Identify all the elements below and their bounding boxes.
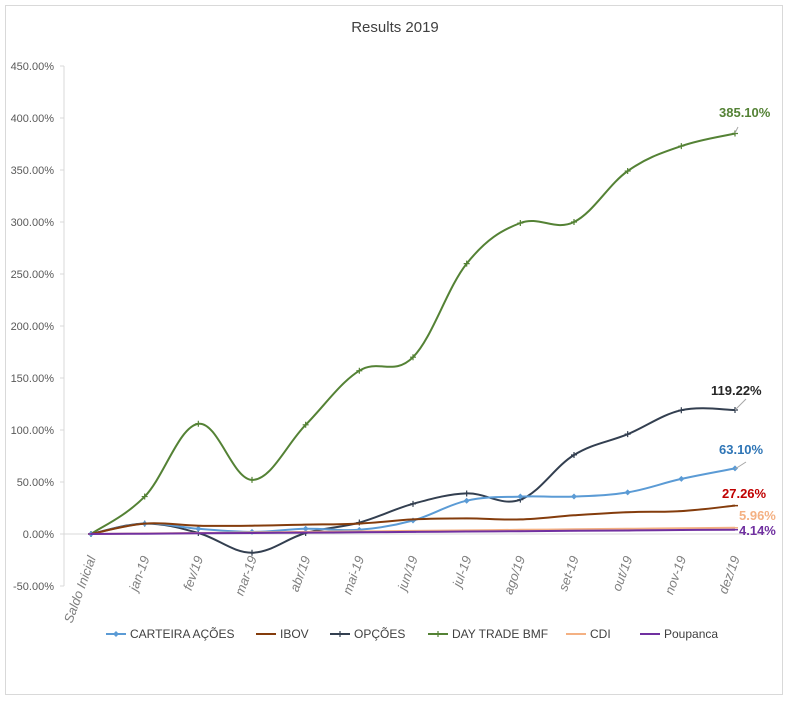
legend-label: Poupanca xyxy=(664,627,718,641)
legend-item: CDI xyxy=(566,627,611,641)
x-tick-label: jan-19 xyxy=(125,554,152,595)
data-point-day-trade-bmf xyxy=(624,168,631,175)
end-value-label: 63.10% xyxy=(719,442,764,457)
data-point-opcoes xyxy=(678,407,685,414)
end-value-label: 119.22% xyxy=(711,383,762,398)
legend-marker xyxy=(113,631,119,637)
y-tick-label: 200.00% xyxy=(11,321,55,333)
data-point-carteira-acoes xyxy=(302,525,309,532)
data-point-carteira-acoes xyxy=(624,489,631,496)
legend-item: IBOV xyxy=(256,627,309,641)
x-tick-label: mar-19 xyxy=(232,554,260,598)
data-point-carteira-acoes xyxy=(463,497,470,504)
chart-frame: Results 2019 xyxy=(5,5,783,695)
y-tick-label: 300.00% xyxy=(11,217,55,229)
x-tick-label: dez/19 xyxy=(715,554,742,596)
data-point-day-trade-bmf xyxy=(410,354,416,361)
data-point-opcoes xyxy=(624,431,631,438)
x-tick-label: nov-19 xyxy=(661,554,689,596)
data-point-carteira-acoes xyxy=(195,525,202,532)
data-point-carteira-acoes xyxy=(517,493,524,500)
label-leader-line xyxy=(734,126,739,134)
legend-item: CARTEIRA AÇÕES xyxy=(106,626,234,641)
data-point-opcoes xyxy=(249,549,255,556)
end-value-label: 385.10% xyxy=(719,105,771,120)
data-point-day-trade-bmf xyxy=(356,367,363,374)
data-point-day-trade-bmf xyxy=(517,220,524,227)
y-tick-label: 0.00% xyxy=(23,529,54,541)
x-tick-label: set-19 xyxy=(555,554,581,593)
legend-marker xyxy=(435,631,441,637)
y-tick-label: 250.00% xyxy=(11,269,55,281)
legend-item: Poupanca xyxy=(640,627,718,641)
label-leader-line xyxy=(734,461,747,470)
chart-title: Results 2019 xyxy=(351,19,439,36)
legend-item: DAY TRADE BMF xyxy=(428,627,548,641)
legend-label: IBOV xyxy=(280,627,309,641)
data-point-day-trade-bmf xyxy=(249,476,255,483)
x-tick-label: Saldo Inicial xyxy=(61,553,99,625)
data-point-day-trade-bmf xyxy=(678,143,685,150)
x-tick-label: jul-19 xyxy=(449,554,475,591)
end-value-label: 4.14% xyxy=(739,523,776,538)
y-tick-label: 100.00% xyxy=(11,425,55,437)
y-tick-label: 150.00% xyxy=(11,373,55,385)
x-tick-label: fev/19 xyxy=(180,554,206,592)
end-value-label: 27.26% xyxy=(722,486,767,501)
legend-label: CDI xyxy=(590,627,611,641)
data-point-opcoes xyxy=(463,490,470,497)
data-point-day-trade-bmf xyxy=(571,219,577,225)
x-tick-label: mai-19 xyxy=(339,554,367,596)
legend-label: OPÇÕES xyxy=(354,626,405,641)
legend-label: CARTEIRA AÇÕES xyxy=(130,626,234,641)
data-point-opcoes xyxy=(732,407,738,414)
data-point-day-trade-bmf xyxy=(141,493,148,500)
data-point-carteira-acoes xyxy=(732,465,738,472)
legend-marker xyxy=(337,631,343,637)
series-line-day-trade-bmf xyxy=(90,132,736,535)
label-leader-line xyxy=(734,398,747,411)
legend-label: DAY TRADE BMF xyxy=(452,627,548,641)
legend-item: OPÇÕES xyxy=(330,626,405,641)
end-value-label: 5.96% xyxy=(739,508,776,523)
data-point-day-trade-bmf xyxy=(463,260,470,267)
data-point-carteira-acoes xyxy=(571,493,577,500)
data-point-opcoes xyxy=(571,451,577,458)
x-tick-label: ago/19 xyxy=(500,554,528,596)
data-point-day-trade-bmf xyxy=(195,420,202,427)
data-point-carteira-acoes xyxy=(678,475,685,482)
data-point-opcoes xyxy=(410,500,416,507)
y-tick-label: 400.00% xyxy=(11,113,55,125)
y-tick-label: 50.00% xyxy=(17,477,55,489)
y-tick-label: 350.00% xyxy=(11,165,55,177)
y-tick-label: 450.00% xyxy=(11,61,55,73)
data-point-day-trade-bmf xyxy=(732,130,738,137)
x-tick-label: jun/19 xyxy=(394,554,421,594)
data-point-day-trade-bmf xyxy=(302,421,309,428)
x-tick-label: abr/19 xyxy=(287,554,314,594)
x-tick-label: out/19 xyxy=(609,554,635,593)
y-tick-label: -50.00% xyxy=(13,581,54,593)
